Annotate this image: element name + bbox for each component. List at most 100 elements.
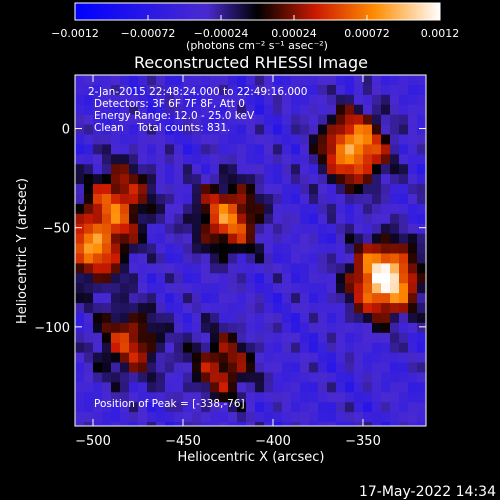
heatmap-cell [111, 362, 121, 373]
heatmap-cell [345, 94, 355, 106]
heatmap-cell [408, 75, 418, 86]
heatmap-cell [273, 372, 283, 383]
heatmap-cell [336, 174, 346, 185]
heatmap-cell [345, 382, 355, 393]
heatmap-cell [129, 312, 139, 324]
heatmap-cell [246, 372, 256, 383]
heatmap-cell [318, 372, 328, 383]
heatmap-cell [345, 362, 355, 373]
heatmap-cell [345, 203, 355, 215]
heatmap-cell [75, 402, 85, 413]
heatmap-cell [183, 412, 193, 423]
heatmap-cell [111, 263, 121, 274]
heatmap-cell [120, 164, 130, 175]
heatmap-cell [75, 263, 85, 274]
heatmap-cell [201, 124, 211, 135]
heatmap-cell [129, 94, 139, 106]
heatmap-cell [129, 322, 139, 334]
heatmap-cell [381, 184, 391, 195]
heatmap-cell [345, 273, 355, 284]
heatmap-cell [228, 342, 238, 354]
heatmap-cell [219, 263, 229, 274]
heatmap-cell [219, 124, 229, 135]
heatmap-cell [219, 184, 229, 195]
heatmap-cell [327, 402, 337, 413]
heatmap-cell [75, 412, 85, 423]
heatmap-cell [363, 84, 373, 96]
heatmap-cell [318, 392, 328, 403]
heatmap-cell [192, 253, 202, 264]
heatmap-cell [264, 243, 274, 254]
heatmap-cell [399, 154, 409, 165]
heatmap-cell [228, 94, 238, 106]
heatmap-cell [210, 94, 220, 106]
heatmap-cell [309, 362, 319, 373]
heatmap-cell [336, 322, 346, 334]
heatmap-cell [183, 352, 193, 364]
heatmap-cell [309, 412, 319, 423]
heatmap-cell [318, 283, 328, 294]
heatmap-cell [372, 223, 382, 235]
heatmap-cell [345, 402, 355, 413]
heatmap-cell [219, 312, 229, 324]
heatmap-cell [210, 154, 220, 165]
heatmap-cell [138, 213, 148, 225]
heatmap-cell [408, 213, 418, 225]
heatmap-cell [246, 213, 256, 225]
heatmap-cell [129, 114, 139, 126]
heatmap-cell [237, 144, 247, 155]
heatmap-cell [336, 84, 346, 96]
heatmap-cell [192, 422, 202, 426]
heatmap-cell [309, 164, 319, 175]
heatmap-cell [156, 303, 166, 314]
heatmap-cell [309, 392, 319, 403]
heatmap-cell [165, 114, 175, 126]
heatmap-cell [336, 233, 346, 245]
heatmap-cell [399, 233, 409, 245]
colorbar-tick-label: −0.00072 [121, 27, 176, 40]
heatmap-cell [111, 193, 121, 205]
heatmap-cell [309, 203, 319, 215]
heatmap-cell [417, 312, 426, 324]
heatmap-cell [102, 114, 112, 126]
heatmap-cell [129, 372, 139, 383]
heatmap-cell [255, 174, 265, 185]
heatmap-cell [408, 184, 418, 195]
heatmap-cell [246, 412, 256, 423]
heatmap-cell [219, 392, 229, 403]
heatmap-cell [183, 94, 193, 106]
heatmap-cell [210, 114, 220, 126]
heatmap-cell [201, 223, 211, 235]
heatmap-cell [399, 124, 409, 135]
heatmap-cell [156, 104, 166, 116]
heatmap-cell [93, 283, 103, 294]
heatmap-cell [165, 253, 175, 264]
heatmap-cell [282, 362, 292, 373]
heatmap-cell [138, 402, 148, 413]
heatmap-cell [93, 372, 103, 383]
heatmap-cell [273, 243, 283, 254]
heatmap-cell [363, 392, 373, 403]
heatmap-cell [138, 392, 148, 403]
heatmap-cell [111, 293, 121, 304]
y-tick-label: −50 [43, 222, 70, 237]
heatmap-cell [273, 184, 283, 195]
heatmap-cell [192, 144, 202, 155]
heatmap-cell [156, 94, 166, 106]
x-tick-label: −350 [345, 434, 381, 449]
heatmap-cell [219, 144, 229, 155]
heatmap-cell [192, 352, 202, 364]
heatmap-cell [192, 184, 202, 195]
heatmap-cell [345, 253, 355, 264]
heatmap-cell [345, 193, 355, 205]
heatmap-cell [156, 362, 166, 373]
heatmap-cell [93, 154, 103, 165]
heatmap-cell [147, 184, 157, 195]
heatmap-cell [228, 174, 238, 185]
heatmap-cell [210, 422, 220, 426]
heatmap-cell [264, 193, 274, 205]
heatmap-cell [237, 312, 247, 324]
heatmap-cell [318, 352, 328, 364]
heatmap-cell [156, 253, 166, 264]
heatmap-cell [165, 342, 175, 354]
